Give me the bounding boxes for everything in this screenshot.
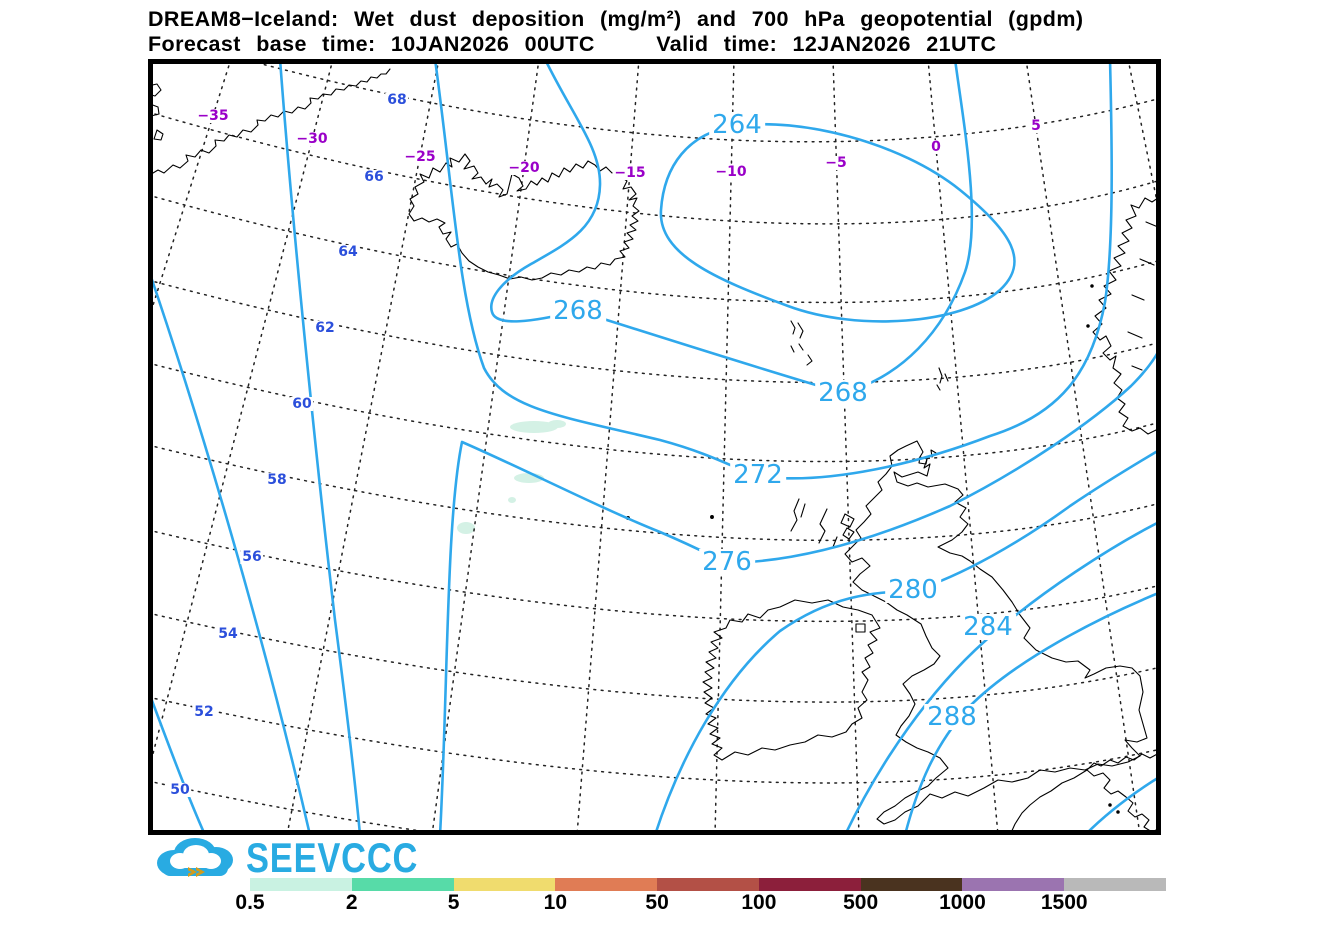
deposition-colorbar [250,878,1166,891]
contour-284 [843,519,1161,835]
map-panel: 264 268 268 272 276 280 284 288 −35 −30 −25 −20 −15 −… [148,59,1161,835]
coast-great-britain [844,440,1148,825]
contour-value-label: 276 [699,549,755,575]
colorbar-tick: 10 [543,891,568,914]
colorbar-segment [657,878,759,891]
norway-fjords [1127,221,1159,371]
colorbar-tick: 100 [741,891,777,914]
lake-lough-neagh [855,623,866,633]
contour-value-label: 284 [960,614,1016,640]
coast-ireland [702,599,881,761]
contour-value-label: 268 [550,298,606,324]
colorbar-segment [758,878,861,891]
contour-value-label: 264 [709,112,765,138]
coast-faroes [790,320,813,366]
geopotential-contours [148,59,1161,835]
cloud-icon [157,838,233,877]
latitude-label: 50 [168,782,192,798]
colorbar-tick: 1000 [939,891,986,914]
map-canvas [148,59,1161,835]
contour-264 [659,122,1016,323]
colorbar-segment [860,878,963,891]
coast-brittany [1009,769,1088,835]
contour-west-1 [278,59,362,835]
contour-value-label: 268 [815,380,871,406]
contour-288 [903,590,1161,835]
longitude-label: −30 [294,131,330,147]
latitude-label: 64 [336,244,360,260]
latitude-label: 60 [290,396,314,412]
coast-hebrides [790,498,838,548]
contour-corner-se [1083,774,1161,835]
seevccc-logo: SEEVCCC [150,835,456,881]
latitude-label: 62 [313,320,337,336]
contour-280 [653,447,1161,835]
colorbar-tick-labels: 0.5 2 5 10 50 100 500 1000 1500 [235,891,1166,918]
coast-greenland [148,68,391,177]
map-border [148,59,1161,835]
colorbar-tick: 2 [345,891,358,914]
longitude-label: 0 [929,139,943,155]
graticule [148,59,1161,835]
latitude-label: 68 [385,92,409,108]
longitude-label: 5 [1029,118,1043,134]
longitude-label: −35 [195,108,231,124]
colorbar-tick: 5 [447,891,460,914]
coast-shetland [936,367,949,391]
colorbar-segment [453,878,556,891]
colorbar-segment [555,878,658,891]
contour-west-3 [148,688,207,835]
contour-value-label: 272 [730,462,786,488]
latitude-label: 58 [265,472,289,488]
colorbar-tick: 50 [645,891,669,914]
contour-272 [433,59,1114,480]
dust-deposition-patches [457,420,566,534]
latitude-label: 54 [216,626,240,642]
latitude-label: 66 [362,169,386,185]
latitude-label: 52 [192,704,216,720]
coast-norway [1092,195,1161,435]
logo-text: SEEVCCC [246,834,419,881]
colorbar-segment [351,878,454,891]
latitude-label: 56 [240,549,264,565]
contour-west-2 [148,266,312,835]
contour-value-label: 280 [885,577,941,603]
colorbar-tick: 1500 [1040,891,1088,914]
colorbar-tick: 0.5 [235,891,265,914]
longitude-label: −25 [402,149,438,165]
coast-france [1086,751,1161,833]
longitude-label: −20 [506,160,542,176]
coast-skye [840,513,855,540]
colorbar-tick: 500 [843,891,879,914]
longitude-label: −5 [823,155,849,171]
colorbar-segment [250,878,352,891]
colorbar-segment [1064,878,1166,891]
longitude-label: −10 [713,164,749,180]
contour-value-label: 288 [924,704,980,730]
page-title: DREAM8−Iceland: Wet dust deposition (mg/… [148,7,1084,31]
colorbar-segment [962,878,1065,891]
contour-276 [438,344,1161,835]
coastlines [148,68,1161,835]
longitude-label: −15 [612,165,648,181]
page-subtitle: Forecast base time: 10JAN2026 00UTC Vali… [148,32,997,56]
